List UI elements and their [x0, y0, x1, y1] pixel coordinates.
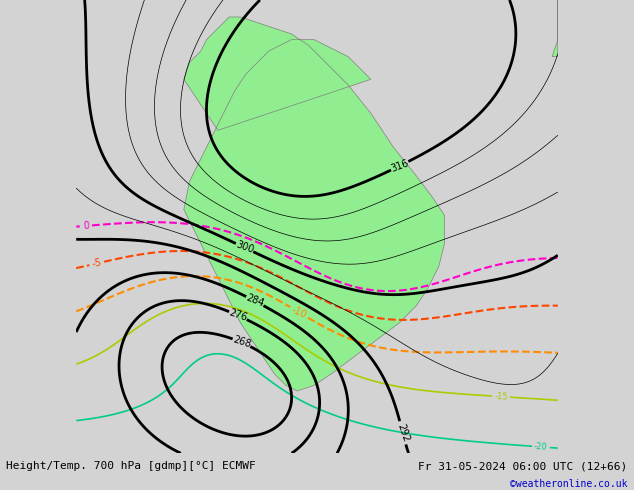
Text: ©weatheronline.co.uk: ©weatheronline.co.uk — [510, 480, 628, 490]
Text: -10: -10 — [290, 305, 308, 320]
Text: Height/Temp. 700 hPa [gdmp][°C] ECMWF: Height/Temp. 700 hPa [gdmp][°C] ECMWF — [6, 461, 256, 471]
Text: 284: 284 — [244, 293, 265, 309]
Text: 268: 268 — [231, 335, 252, 350]
Polygon shape — [552, 0, 558, 57]
Polygon shape — [184, 17, 444, 391]
Text: 316: 316 — [389, 158, 410, 174]
Text: -15: -15 — [494, 392, 508, 401]
Text: 300: 300 — [234, 240, 255, 255]
Text: 276: 276 — [228, 308, 249, 323]
Text: 292: 292 — [395, 422, 410, 443]
Text: -5: -5 — [91, 258, 103, 269]
Text: Fr 31-05-2024 06:00 UTC (12+66): Fr 31-05-2024 06:00 UTC (12+66) — [418, 461, 628, 471]
Text: -20: -20 — [534, 442, 548, 452]
Text: 0: 0 — [82, 220, 89, 231]
